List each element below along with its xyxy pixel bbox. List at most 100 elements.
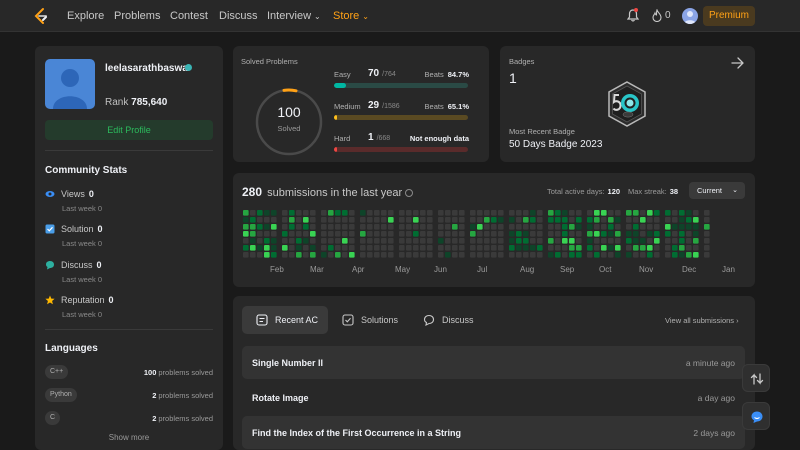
heatmap-cell[interactable] (367, 238, 373, 244)
heatmap-cell[interactable] (594, 245, 600, 251)
heatmap-cell[interactable] (477, 245, 483, 251)
heatmap-cell[interactable] (420, 224, 426, 230)
heatmap-cell[interactable] (470, 252, 476, 258)
heatmap-cell[interactable] (470, 238, 476, 244)
heatmap-cell[interactable] (413, 224, 419, 230)
heatmap-cell[interactable] (360, 245, 366, 251)
heatmap-cell[interactable] (367, 224, 373, 230)
heatmap-cell[interactable] (665, 224, 671, 230)
heatmap-cell[interactable] (374, 238, 380, 244)
heatmap-cell[interactable] (445, 238, 451, 244)
heatmap-cell[interactable] (374, 252, 380, 258)
heatmap-cell[interactable] (615, 224, 621, 230)
heatmap-cell[interactable] (555, 217, 561, 223)
heatmap-cell[interactable] (282, 210, 288, 216)
heatmap-cell[interactable] (321, 210, 327, 216)
heatmap-cell[interactable] (654, 238, 660, 244)
submission-row[interactable]: Find the Index of the First Occurrence i… (242, 416, 745, 449)
heatmap-cell[interactable] (335, 217, 341, 223)
heatmap-cell[interactable] (381, 245, 387, 251)
heatmap-cell[interactable] (516, 238, 522, 244)
heatmap-cell[interactable] (271, 252, 277, 258)
heatmap-cell[interactable] (413, 238, 419, 244)
heatmap-cell[interactable] (615, 210, 621, 216)
heatmap-cell[interactable] (388, 245, 394, 251)
heatmap-cell[interactable] (537, 210, 543, 216)
heatmap-cell[interactable] (679, 245, 685, 251)
heatmap-cell[interactable] (633, 210, 639, 216)
heatmap-cell[interactable] (569, 224, 575, 230)
heatmap-cell[interactable] (264, 217, 270, 223)
heatmap-cell[interactable] (562, 224, 568, 230)
heatmap-cell[interactable] (427, 224, 433, 230)
heatmap-cell[interactable] (282, 238, 288, 244)
heatmap-cell[interactable] (427, 231, 433, 237)
heatmap-cell[interactable] (374, 245, 380, 251)
heatmap-cell[interactable] (381, 217, 387, 223)
heatmap-cell[interactable] (388, 224, 394, 230)
heatmap-cell[interactable] (587, 210, 593, 216)
heatmap-cell[interactable] (257, 231, 263, 237)
heatmap-cell[interactable] (498, 252, 504, 258)
heatmap-cell[interactable] (626, 224, 632, 230)
heatmap-cell[interactable] (555, 224, 561, 230)
heatmap-cell[interactable] (452, 210, 458, 216)
heatmap-cell[interactable] (615, 231, 621, 237)
heatmap-cell[interactable] (289, 252, 295, 258)
heatmap-cell[interactable] (257, 252, 263, 258)
heatmap-cell[interactable] (686, 217, 692, 223)
switch-layout-button[interactable] (742, 364, 770, 392)
heatmap-cell[interactable] (654, 252, 660, 258)
heatmap-cell[interactable] (399, 252, 405, 258)
heatmap-cell[interactable] (296, 238, 302, 244)
heatmap-cell[interactable] (303, 231, 309, 237)
heatmap-cell[interactable] (406, 252, 412, 258)
heatmap-cell[interactable] (271, 238, 277, 244)
heatmap-cell[interactable] (562, 210, 568, 216)
heatmap-cell[interactable] (594, 224, 600, 230)
heatmap-cell[interactable] (271, 210, 277, 216)
heatmap-cell[interactable] (626, 238, 632, 244)
heatmap-cell[interactable] (328, 245, 334, 251)
heatmap-cell[interactable] (296, 231, 302, 237)
heatmap-cell[interactable] (243, 245, 249, 251)
heatmap-cell[interactable] (523, 224, 529, 230)
heatmap-cell[interactable] (647, 210, 653, 216)
heatmap-cell[interactable] (516, 231, 522, 237)
heatmap-cell[interactable] (360, 217, 366, 223)
heatmap-cell[interactable] (498, 224, 504, 230)
heatmap-cell[interactable] (399, 238, 405, 244)
heatmap-cell[interactable] (665, 252, 671, 258)
heatmap-cell[interactable] (693, 224, 699, 230)
heatmap-cell[interactable] (548, 245, 554, 251)
heatmap-cell[interactable] (399, 245, 405, 251)
heatmap-cell[interactable] (413, 245, 419, 251)
heatmap-cell[interactable] (679, 217, 685, 223)
heatmap-cell[interactable] (282, 245, 288, 251)
heatmap-cell[interactable] (328, 238, 334, 244)
heatmap-cell[interactable] (296, 217, 302, 223)
heatmap-cell[interactable] (257, 210, 263, 216)
heatmap-cell[interactable] (626, 231, 632, 237)
heatmap-cell[interactable] (548, 252, 554, 258)
heatmap-cell[interactable] (615, 217, 621, 223)
heatmap-cell[interactable] (427, 238, 433, 244)
heatmap-cell[interactable] (523, 217, 529, 223)
heatmap-cell[interactable] (321, 252, 327, 258)
heatmap-cell[interactable] (271, 245, 277, 251)
heatmap-cell[interactable] (360, 231, 366, 237)
heatmap-cell[interactable] (406, 210, 412, 216)
heatmap-cell[interactable] (257, 245, 263, 251)
heatmap-cell[interactable] (243, 224, 249, 230)
heatmap-cell[interactable] (470, 217, 476, 223)
heatmap-cell[interactable] (594, 217, 600, 223)
heatmap-cell[interactable] (576, 238, 582, 244)
heatmap-cell[interactable] (243, 217, 249, 223)
heatmap-cell[interactable] (537, 252, 543, 258)
heatmap-cell[interactable] (459, 231, 465, 237)
heatmap-cell[interactable] (445, 224, 451, 230)
heatmap-cell[interactable] (459, 217, 465, 223)
heatmap-cell[interactable] (342, 210, 348, 216)
arrow-right-icon[interactable] (731, 57, 745, 69)
heatmap-cell[interactable] (686, 245, 692, 251)
